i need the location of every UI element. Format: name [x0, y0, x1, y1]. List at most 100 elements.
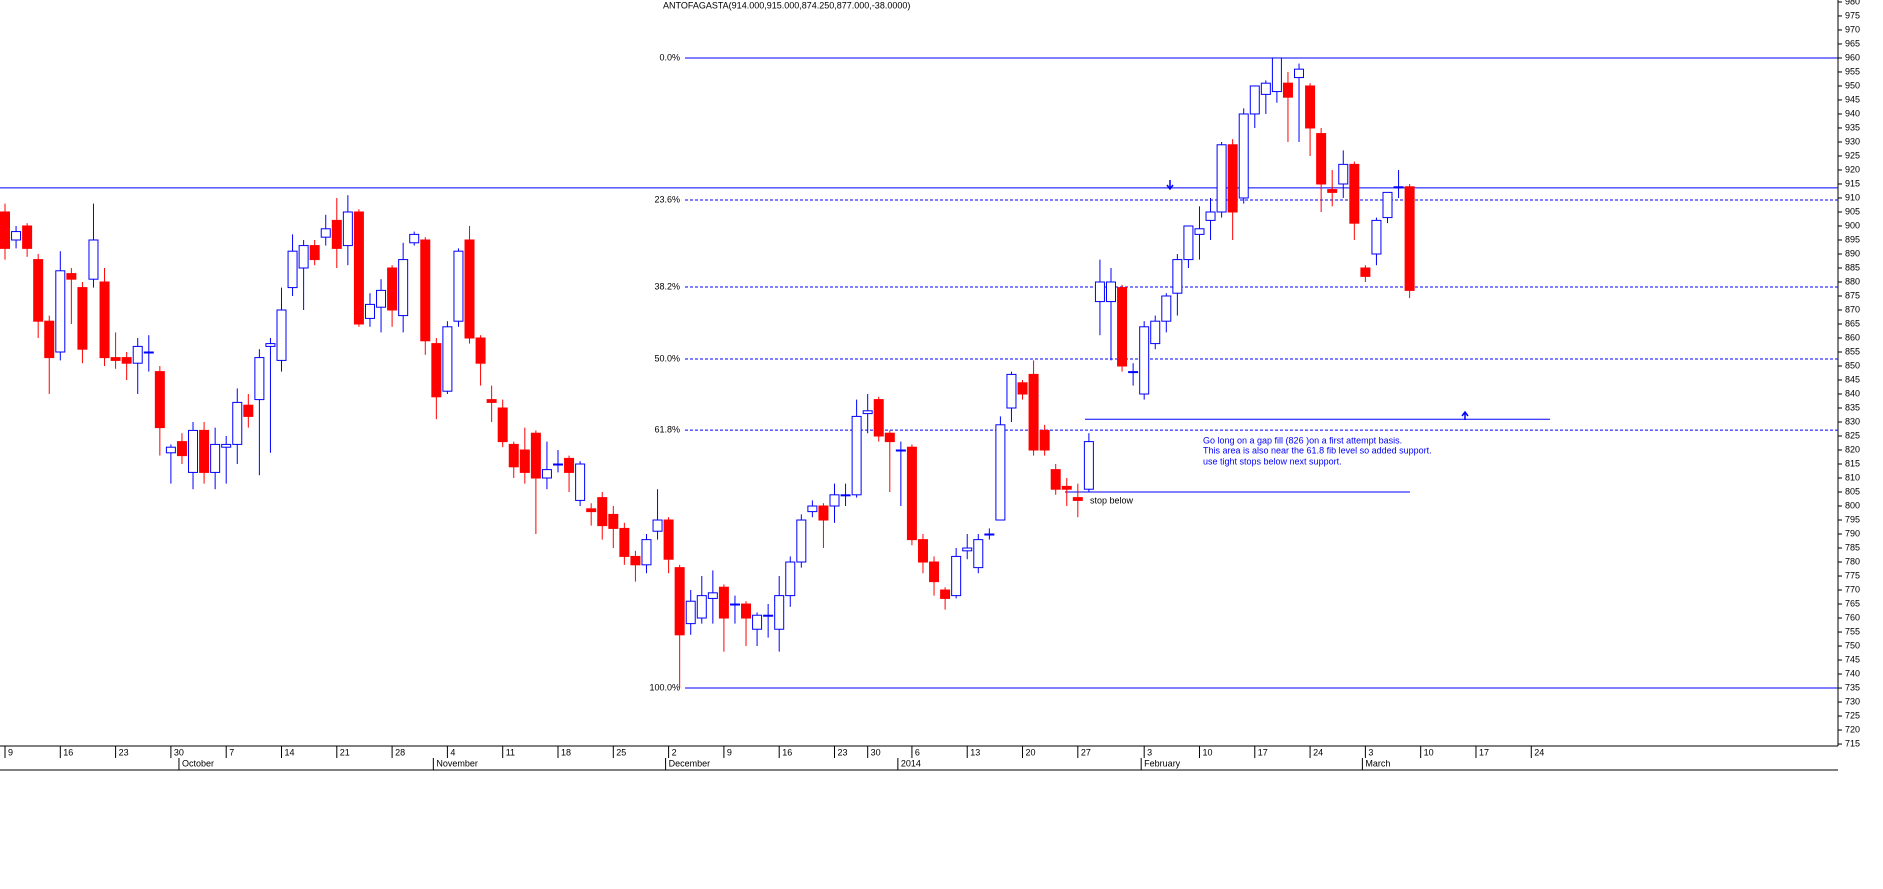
y-tick-label: 840	[1845, 388, 1860, 398]
y-tick-label: 880	[1845, 276, 1860, 286]
x-tick-label: 23	[838, 747, 848, 757]
fib-label: 61.8%	[654, 425, 680, 435]
candle-body	[287, 250, 298, 289]
y-tick-label: 855	[1845, 346, 1860, 356]
month-label: November	[436, 758, 478, 768]
candle-body	[1117, 287, 1128, 367]
x-tick-label: 27	[1081, 747, 1091, 757]
y-tick-label: 715	[1845, 738, 1860, 748]
y-tick-label: 870	[1845, 304, 1860, 314]
candle-body	[674, 567, 685, 636]
x-tick-label: 28	[395, 747, 405, 757]
candle-body	[1194, 228, 1205, 235]
candle-body	[1382, 191, 1393, 219]
candle-body	[685, 600, 696, 625]
candle-body	[110, 357, 121, 361]
candle-body	[508, 443, 519, 468]
candle-body	[962, 547, 973, 552]
y-tick-label: 865	[1845, 318, 1860, 328]
candle-body	[729, 603, 740, 606]
y-tick-label: 940	[1845, 108, 1860, 118]
candle-body	[265, 343, 276, 347]
y-tick-label: 955	[1845, 66, 1860, 76]
candle-body	[342, 211, 353, 247]
x-tick-label: 3	[1368, 747, 1373, 757]
y-tick-label: 975	[1845, 10, 1860, 20]
y-tick-label: 910	[1845, 192, 1860, 202]
candle-body	[917, 539, 928, 563]
candle-body	[553, 463, 563, 466]
fib-label: 0.0%	[659, 52, 680, 62]
candle-body	[940, 589, 951, 599]
stop-label: stop below	[1090, 495, 1134, 505]
x-tick-label: 13	[970, 747, 980, 757]
y-tick-label: 835	[1845, 402, 1860, 412]
x-tick-label: 16	[63, 747, 73, 757]
down-arrow	[1166, 180, 1174, 191]
y-tick-label: 920	[1845, 164, 1860, 174]
month-label: 2014	[901, 758, 921, 768]
candle-body	[453, 250, 464, 322]
x-tick-label: 25	[616, 747, 626, 757]
month-label: February	[1144, 758, 1181, 768]
candle-body	[1227, 144, 1238, 213]
y-tick-label: 815	[1845, 458, 1860, 468]
x-tick-label: 23	[119, 747, 129, 757]
y-tick-label: 970	[1845, 24, 1860, 34]
month-label: March	[1365, 758, 1390, 768]
candle-body	[785, 561, 796, 597]
candle-body	[1094, 281, 1105, 303]
candle-body	[741, 603, 752, 619]
y-tick-label: 820	[1845, 444, 1860, 454]
candle-body	[1294, 68, 1305, 79]
candle-body	[1072, 497, 1083, 501]
y-tick-label: 725	[1845, 710, 1860, 720]
candle-body	[951, 555, 962, 597]
chart-title: ANTOFAGASTA(914.000,915.000,874.250,877.…	[663, 0, 910, 10]
x-tick-label: 10	[1202, 747, 1212, 757]
x-tick-label: 30	[871, 747, 881, 757]
candle-body	[663, 519, 674, 560]
candle-body	[442, 326, 453, 392]
candle-body	[630, 555, 641, 566]
candle-body	[1028, 373, 1039, 451]
y-tick-label: 965	[1845, 38, 1860, 48]
y-tick-label: 960	[1845, 52, 1860, 62]
y-tick-label: 770	[1845, 584, 1860, 594]
y-tick-label: 900	[1845, 220, 1860, 230]
x-tick-label: 30	[174, 747, 184, 757]
candle-body	[973, 539, 984, 569]
x-tick-label: 9	[8, 747, 13, 757]
candle-body	[232, 401, 243, 445]
fib-label: 38.2%	[654, 281, 680, 291]
candle-body	[1083, 441, 1094, 490]
candle-body	[995, 424, 1006, 521]
y-tick-label: 805	[1845, 486, 1860, 496]
x-tick-label: 3	[1147, 747, 1152, 757]
candle-body	[1172, 259, 1183, 294]
candle-body	[165, 446, 176, 454]
candle-body	[1161, 295, 1172, 322]
candle-body	[276, 309, 287, 361]
candle-body	[199, 429, 210, 473]
candle-body	[475, 337, 486, 364]
candle-body	[873, 399, 884, 437]
candle-body	[1305, 85, 1316, 129]
candle-body	[718, 586, 729, 619]
candle-body	[1061, 485, 1072, 490]
x-tick-label: 14	[285, 747, 295, 757]
candle-body	[464, 239, 475, 339]
candle-body	[752, 614, 763, 630]
x-tick-label: 10	[1424, 747, 1434, 757]
candle-body	[1006, 373, 1017, 409]
x-tick-label: 11	[506, 747, 515, 757]
x-tick-label: 4	[450, 747, 455, 757]
candle-body	[431, 343, 442, 398]
candle-body	[829, 494, 840, 507]
candle-body	[66, 273, 77, 280]
candle-body	[807, 505, 818, 513]
y-tick-label: 750	[1845, 640, 1860, 650]
candle-body	[840, 494, 851, 497]
candle-body	[364, 303, 375, 319]
note-line: This area is also near the 61.8 fib leve…	[1203, 445, 1432, 455]
